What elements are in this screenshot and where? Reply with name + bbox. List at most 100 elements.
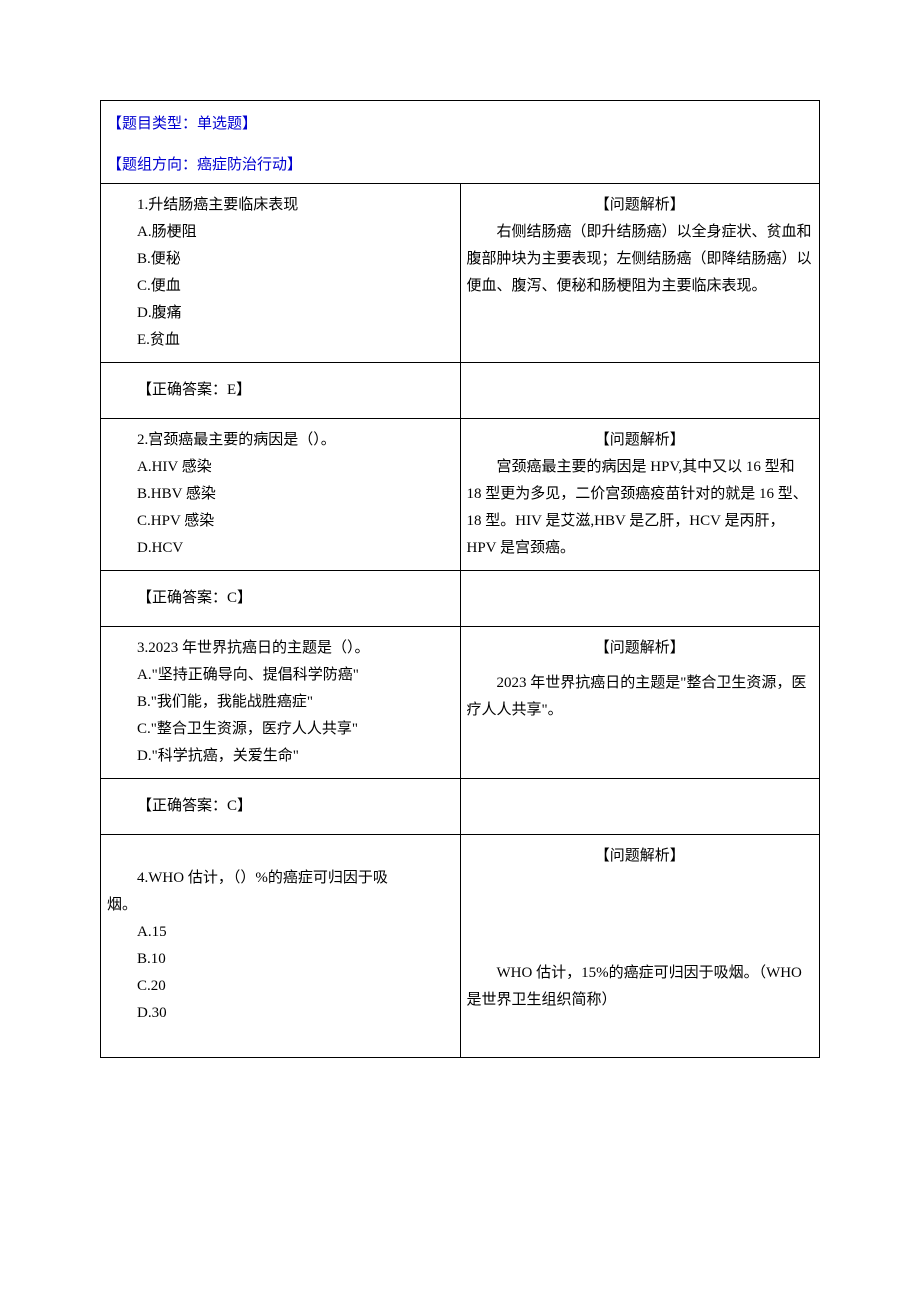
option-text: HIV 感染 xyxy=(152,459,212,475)
question-group-label: 【题组方向：癌症防治行动】 xyxy=(107,157,302,173)
answer-cell: 【正确答案：C】 xyxy=(101,571,460,627)
question-cell: 4.WHO 估计，（）%的癌症可归因于吸 烟。 A.15 B.10 C.20 D… xyxy=(101,835,460,1058)
analysis-title: 【问题解析】 xyxy=(467,843,814,870)
option-text: 便秘 xyxy=(151,251,181,267)
empty-cell xyxy=(460,571,819,627)
option: C.便血 xyxy=(107,273,454,300)
table-row: 【正确答案：E】 xyxy=(101,363,819,419)
option: D."科学抗癌，关爱生命" xyxy=(107,743,454,770)
question-cell: 1.升结肠癌主要临床表现 A.肠梗阻 B.便秘 C.便血 D.腹痛 E.贫血 xyxy=(101,184,460,363)
option: D.30 xyxy=(107,1000,454,1027)
question-stem-text: 升结肠癌主要临床表现 xyxy=(148,197,298,213)
option-letter: D. xyxy=(137,1005,152,1021)
answer-cell: 【正确答案：C】 xyxy=(101,779,460,835)
option-text: "科学抗癌，关爱生命" xyxy=(152,748,299,764)
questions-table: 1.升结肠癌主要临床表现 A.肠梗阻 B.便秘 C.便血 D.腹痛 E.贫血 【… xyxy=(101,184,819,1057)
spacer xyxy=(467,870,814,960)
option-text: 15 xyxy=(152,924,167,940)
option-text: "我们能，我能战胜癌症" xyxy=(151,694,313,710)
option: B."我们能，我能战胜癌症" xyxy=(107,689,454,716)
analysis-cell: 【问题解析】 WHO 估计，15%的癌症可归因于吸烟。（WHO 是世界卫生组织简… xyxy=(460,835,819,1058)
option-letter: A. xyxy=(137,667,152,683)
question-number: 1. xyxy=(137,197,148,213)
analysis-body: WHO 估计，15%的癌症可归因于吸烟。（WHO 是世界卫生组织简称） xyxy=(467,960,814,1014)
analysis-body: 右侧结肠癌（即升结肠癌）以全身症状、贫血和腹部肿块为主要表现；左侧结肠癌（即降结… xyxy=(467,219,814,300)
question-number: 4. xyxy=(137,870,148,886)
option-letter: C. xyxy=(137,978,151,994)
analysis-body: 2023 年世界抗癌日的主题是"整合卫生资源，医疗人人共享"。 xyxy=(467,670,814,724)
option-letter: D. xyxy=(137,540,152,556)
option-text: 20 xyxy=(151,978,166,994)
option: C.HPV 感染 xyxy=(107,508,454,535)
document-frame: 【题目类型：单选题】 【题组方向：癌症防治行动】 1.升结肠癌主要临床表现 A.… xyxy=(100,100,820,1058)
option: D.HCV xyxy=(107,535,454,562)
question-number: 2. xyxy=(137,432,148,448)
table-row: 2.宫颈癌最主要的病因是（）。 A.HIV 感染 B.HBV 感染 C.HPV … xyxy=(101,419,819,571)
option-letter: D. xyxy=(137,305,152,321)
option: B.便秘 xyxy=(107,246,454,273)
table-row: 【正确答案：C】 xyxy=(101,571,819,627)
correct-answer: 【正确答案：C】 xyxy=(107,579,454,618)
table-row: 4.WHO 估计，（）%的癌症可归因于吸 烟。 A.15 B.10 C.20 D… xyxy=(101,835,819,1058)
option: A.HIV 感染 xyxy=(107,454,454,481)
empty-cell xyxy=(460,363,819,419)
question-stem: 2.宫颈癌最主要的病因是（）。 xyxy=(107,427,454,454)
question-stem-text: 宫颈癌最主要的病因是（）。 xyxy=(148,432,336,448)
analysis-cell: 【问题解析】 宫颈癌最主要的病因是 HPV,其中又以 16 型和 18 型更为多… xyxy=(460,419,819,571)
question-number: 3. xyxy=(137,640,148,656)
question-stem: 4.WHO 估计，（）%的癌症可归因于吸 xyxy=(107,865,454,892)
option: C.20 xyxy=(107,973,454,1000)
correct-answer: 【正确答案：E】 xyxy=(107,371,454,410)
option-letter: B. xyxy=(137,951,151,967)
option-text: HBV 感染 xyxy=(151,486,216,502)
option-letter: B. xyxy=(137,251,151,267)
question-stem-text: 2023 年世界抗癌日的主题是（）。 xyxy=(148,640,369,656)
option-text: "整合卫生资源，医疗人人共享" xyxy=(151,721,358,737)
option-letter: A. xyxy=(137,459,152,475)
option: A.15 xyxy=(107,919,454,946)
option-letter: C. xyxy=(137,513,151,529)
answer-cell: 【正确答案：E】 xyxy=(101,363,460,419)
question-cell: 3.2023 年世界抗癌日的主题是（）。 A."坚持正确导向、提倡科学防癌" B… xyxy=(101,627,460,779)
option: A."坚持正确导向、提倡科学防癌" xyxy=(107,662,454,689)
table-row: 1.升结肠癌主要临床表现 A.肠梗阻 B.便秘 C.便血 D.腹痛 E.贫血 【… xyxy=(101,184,819,363)
option-text: 腹痛 xyxy=(152,305,182,321)
empty-cell xyxy=(460,779,819,835)
analysis-cell: 【问题解析】 右侧结肠癌（即升结肠癌）以全身症状、贫血和腹部肿块为主要表现；左侧… xyxy=(460,184,819,363)
option-letter: E. xyxy=(137,332,150,348)
question-cell: 2.宫颈癌最主要的病因是（）。 A.HIV 感染 B.HBV 感染 C.HPV … xyxy=(101,419,460,571)
option: E.贫血 xyxy=(107,327,454,354)
option-text: 便血 xyxy=(151,278,181,294)
question-stem-wrap: 烟。 xyxy=(107,892,454,919)
table-row: 【正确答案：C】 xyxy=(101,779,819,835)
option-text: 贫血 xyxy=(150,332,180,348)
analysis-title: 【问题解析】 xyxy=(467,427,814,454)
correct-answer: 【正确答案：C】 xyxy=(107,787,454,826)
analysis-title: 【问题解析】 xyxy=(467,192,814,219)
option: B.10 xyxy=(107,946,454,973)
option-text: "坚持正确导向、提倡科学防癌" xyxy=(152,667,359,683)
question-stem: 3.2023 年世界抗癌日的主题是（）。 xyxy=(107,635,454,662)
option-letter: C. xyxy=(137,278,151,294)
analysis-cell: 【问题解析】 2023 年世界抗癌日的主题是"整合卫生资源，医疗人人共享"。 xyxy=(460,627,819,779)
table-row: 3.2023 年世界抗癌日的主题是（）。 A."坚持正确导向、提倡科学防癌" B… xyxy=(101,627,819,779)
option: C."整合卫生资源，医疗人人共享" xyxy=(107,716,454,743)
option: D.腹痛 xyxy=(107,300,454,327)
option-text: 10 xyxy=(151,951,166,967)
question-type-label: 【题目类型：单选题】 xyxy=(107,116,257,132)
question-group-header: 【题组方向：癌症防治行动】 xyxy=(101,148,819,184)
option-letter: B. xyxy=(137,694,151,710)
option-letter: B. xyxy=(137,486,151,502)
option-letter: D. xyxy=(137,748,152,764)
question-type-header: 【题目类型：单选题】 xyxy=(101,101,819,148)
page: 【题目类型：单选题】 【题组方向：癌症防治行动】 1.升结肠癌主要临床表现 A.… xyxy=(0,0,920,1118)
option-letter: A. xyxy=(137,924,152,940)
question-stem-text: WHO 估计，（）%的癌症可归因于吸 xyxy=(148,870,388,886)
option: B.HBV 感染 xyxy=(107,481,454,508)
option-text: 肠梗阻 xyxy=(152,224,197,240)
option-text: HPV 感染 xyxy=(151,513,215,529)
analysis-body: 宫颈癌最主要的病因是 HPV,其中又以 16 型和 18 型更为多见，二价宫颈癌… xyxy=(467,454,814,562)
option: A.肠梗阻 xyxy=(107,219,454,246)
question-stem: 1.升结肠癌主要临床表现 xyxy=(107,192,454,219)
option-letter: A. xyxy=(137,224,152,240)
